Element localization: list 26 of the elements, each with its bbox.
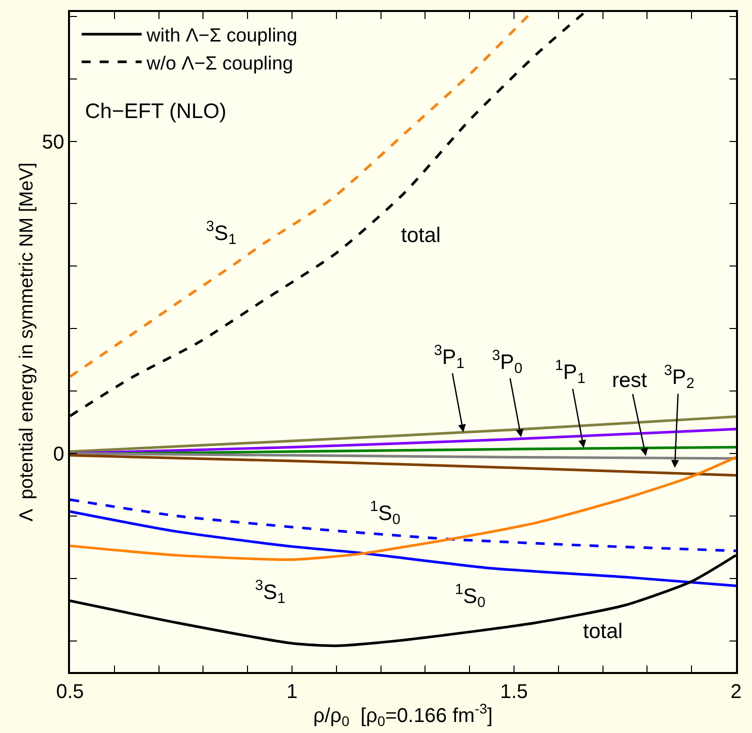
x-tick-label: 1 [286,680,298,703]
y-axis-title: Λ potential energy in symmetric NM [MeV] [16,162,38,522]
annotation: $^{1}$P$_{1}$ [555,358,586,388]
y-tick-label: 50 [42,131,64,154]
annotation: $^{3}$P$_{1}$ [434,343,464,372]
legend-label: with Λ−Σ coupling [146,26,298,47]
annotation: total [401,224,441,247]
line-series [70,454,736,477]
legend-label: w/o Λ−Σ coupling [146,53,294,74]
y-tick-label: 0 [53,443,64,466]
annotation: $^{1}$S$_{0}$ [370,499,400,528]
line-series [70,456,736,561]
annotation: $^{1}$S$_{0}$ [455,582,486,612]
x-tick-label: 0.5 [56,680,84,703]
annotation: $^{3}$S$_{1}$ [255,578,286,608]
line-series [70,415,736,453]
annotation: total [583,620,623,643]
annotation: rest [612,369,648,392]
annotation: Ch−EFT (NLO) [85,100,226,123]
line-series [70,498,736,552]
x-tick-label: 2 [730,680,742,703]
annotation: $^{3}$S$_{1}$ [206,219,236,248]
x-tick-label: 1.5 [500,680,528,703]
x-axis-title: ρ/ρ$_{0}$ [ρ$_{0}$=0.166 fm$^{-3}$] [313,700,493,729]
annotation: $^{3}$P$_{0}$ [492,348,522,378]
annotation: $^{3}$P$_{2}$ [664,363,694,392]
